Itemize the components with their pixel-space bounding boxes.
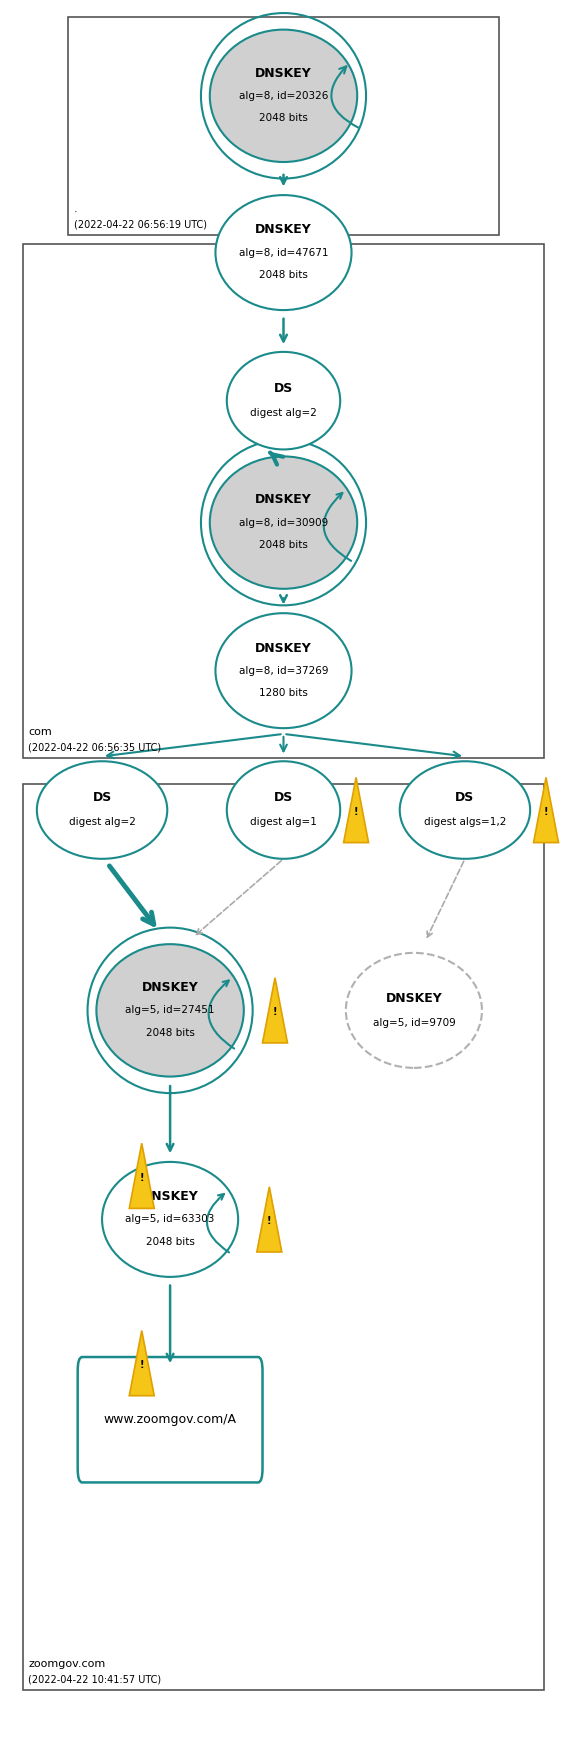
Ellipse shape: [210, 30, 357, 162]
Polygon shape: [344, 777, 369, 843]
Text: !: !: [139, 1172, 144, 1183]
Text: 2048 bits: 2048 bits: [146, 1237, 194, 1247]
Ellipse shape: [215, 195, 352, 310]
Text: !: !: [139, 1361, 144, 1369]
Ellipse shape: [37, 761, 167, 859]
Text: com: com: [28, 726, 52, 737]
Text: !: !: [544, 807, 548, 817]
Polygon shape: [129, 1143, 154, 1209]
Text: DNSKEY: DNSKEY: [386, 991, 442, 1005]
Text: digest alg=2: digest alg=2: [69, 817, 136, 827]
FancyBboxPatch shape: [23, 784, 544, 1690]
Text: DNSKEY: DNSKEY: [255, 66, 312, 80]
Ellipse shape: [346, 953, 482, 1068]
Text: (2022-04-22 10:41:57 UTC): (2022-04-22 10:41:57 UTC): [28, 1674, 162, 1685]
Text: 2048 bits: 2048 bits: [259, 540, 308, 550]
Text: www.zoomgov.com/A: www.zoomgov.com/A: [104, 1413, 236, 1427]
Ellipse shape: [227, 352, 340, 449]
Text: DNSKEY: DNSKEY: [255, 641, 312, 655]
Text: (2022-04-22 06:56:35 UTC): (2022-04-22 06:56:35 UTC): [28, 742, 162, 753]
Text: DNSKEY: DNSKEY: [142, 981, 198, 995]
Text: (2022-04-22 06:56:19 UTC): (2022-04-22 06:56:19 UTC): [74, 219, 207, 230]
Text: 1280 bits: 1280 bits: [259, 688, 308, 699]
Text: !: !: [354, 807, 358, 817]
Text: 2048 bits: 2048 bits: [146, 1028, 194, 1038]
Text: alg=8, id=20326: alg=8, id=20326: [239, 91, 328, 101]
Polygon shape: [257, 1186, 282, 1252]
Polygon shape: [534, 777, 558, 843]
Text: DS: DS: [92, 791, 112, 805]
Text: .: .: [74, 204, 77, 214]
Ellipse shape: [210, 456, 357, 589]
Text: DS: DS: [274, 381, 293, 395]
Text: digest algs=1,2: digest algs=1,2: [424, 817, 506, 827]
FancyBboxPatch shape: [68, 17, 499, 235]
Text: alg=5, id=63303: alg=5, id=63303: [125, 1214, 215, 1225]
Ellipse shape: [215, 613, 352, 728]
Ellipse shape: [400, 761, 530, 859]
Text: alg=8, id=30909: alg=8, id=30909: [239, 517, 328, 528]
Text: 2048 bits: 2048 bits: [259, 270, 308, 280]
Text: DNSKEY: DNSKEY: [142, 1190, 198, 1204]
Text: alg=8, id=47671: alg=8, id=47671: [239, 247, 328, 258]
Text: alg=5, id=27451: alg=5, id=27451: [125, 1005, 215, 1016]
Text: DNSKEY: DNSKEY: [255, 223, 312, 237]
Text: !: !: [267, 1216, 272, 1226]
Polygon shape: [129, 1331, 154, 1395]
Ellipse shape: [227, 761, 340, 859]
Text: digest alg=1: digest alg=1: [250, 817, 317, 827]
FancyBboxPatch shape: [23, 244, 544, 758]
Text: DNSKEY: DNSKEY: [255, 493, 312, 507]
Text: zoomgov.com: zoomgov.com: [28, 1658, 105, 1669]
Text: alg=5, id=9709: alg=5, id=9709: [373, 1017, 455, 1028]
Ellipse shape: [96, 944, 244, 1077]
Text: digest alg=2: digest alg=2: [250, 408, 317, 418]
Ellipse shape: [102, 1162, 238, 1277]
Polygon shape: [263, 977, 287, 1043]
FancyBboxPatch shape: [78, 1357, 263, 1482]
Text: !: !: [273, 1007, 277, 1017]
Text: DS: DS: [274, 791, 293, 805]
Text: DS: DS: [455, 791, 475, 805]
Text: alg=8, id=37269: alg=8, id=37269: [239, 665, 328, 676]
Text: 2048 bits: 2048 bits: [259, 113, 308, 124]
